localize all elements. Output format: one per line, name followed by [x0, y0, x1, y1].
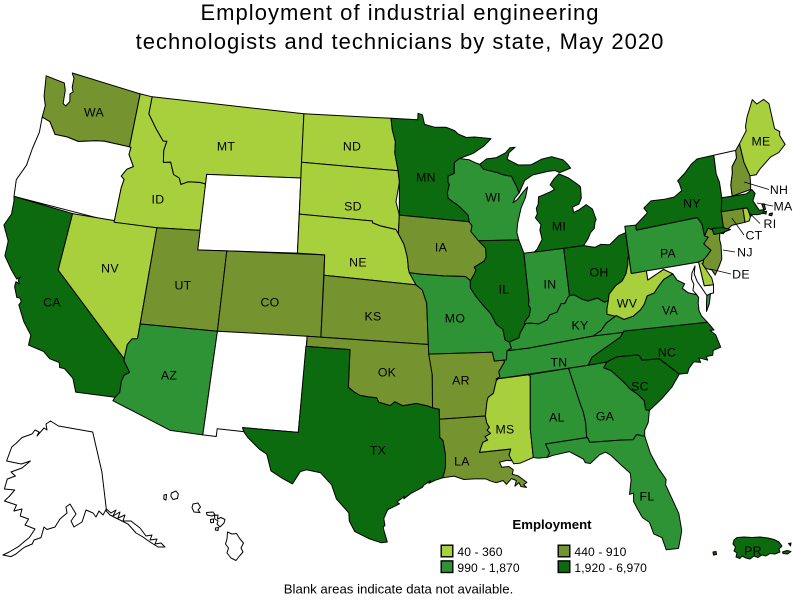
svg-text:MO: MO: [445, 312, 465, 326]
svg-text:IL: IL: [499, 283, 510, 297]
svg-text:40 - 360: 40 - 360: [457, 545, 502, 559]
svg-text:NJ: NJ: [737, 246, 753, 260]
svg-text:Blank areas indicate data not: Blank areas indicate data not available.: [284, 582, 513, 597]
svg-text:1,920 - 6,970: 1,920 - 6,970: [574, 561, 647, 575]
svg-text:WA: WA: [84, 106, 104, 120]
svg-text:ND: ND: [343, 140, 361, 154]
svg-text:CT: CT: [746, 229, 763, 243]
svg-text:MA: MA: [773, 200, 793, 214]
svg-text:UT: UT: [175, 279, 192, 293]
svg-text:NV: NV: [101, 262, 119, 276]
svg-text:CO: CO: [260, 296, 279, 310]
svg-text:Employment of industrial engin: Employment of industrial engineering: [200, 0, 599, 25]
svg-text:SD: SD: [344, 200, 362, 214]
svg-text:AL: AL: [549, 411, 565, 425]
svg-text:ID: ID: [152, 193, 165, 207]
svg-text:KS: KS: [364, 310, 381, 324]
svg-text:ME: ME: [751, 135, 770, 149]
svg-text:IN: IN: [544, 278, 557, 292]
svg-text:RI: RI: [764, 217, 777, 231]
svg-text:WI: WI: [485, 191, 501, 205]
svg-text:NE: NE: [349, 256, 367, 270]
svg-text:TN: TN: [551, 356, 568, 370]
svg-text:OH: OH: [589, 266, 608, 280]
svg-text:PR: PR: [744, 544, 762, 558]
svg-text:NH: NH: [770, 183, 788, 197]
svg-text:AZ: AZ: [161, 369, 178, 383]
svg-text:Employment: Employment: [512, 517, 592, 532]
svg-text:WV: WV: [617, 297, 638, 311]
svg-text:FL: FL: [640, 490, 655, 504]
svg-text:990 - 1,870: 990 - 1,870: [457, 561, 519, 575]
svg-text:IA: IA: [435, 241, 448, 255]
svg-text:OK: OK: [378, 366, 397, 380]
svg-text:LA: LA: [454, 455, 470, 469]
svg-text:NC: NC: [658, 346, 676, 360]
svg-text:MT: MT: [217, 140, 236, 154]
svg-text:MI: MI: [552, 220, 566, 234]
svg-text:MS: MS: [495, 423, 514, 437]
svg-text:CA: CA: [43, 296, 61, 310]
svg-text:DE: DE: [732, 268, 750, 282]
svg-text:PA: PA: [660, 247, 677, 261]
svg-text:VA: VA: [662, 304, 679, 318]
svg-text:technologists and technicians: technologists and technicians by state, …: [136, 29, 665, 54]
svg-text:KY: KY: [571, 319, 588, 333]
svg-text:TX: TX: [370, 444, 386, 458]
svg-text:440 - 910: 440 - 910: [574, 545, 626, 559]
svg-text:GA: GA: [596, 410, 615, 424]
svg-text:MN: MN: [416, 171, 436, 185]
svg-text:SC: SC: [631, 380, 649, 394]
svg-text:NY: NY: [683, 197, 701, 211]
svg-text:AR: AR: [452, 374, 470, 388]
